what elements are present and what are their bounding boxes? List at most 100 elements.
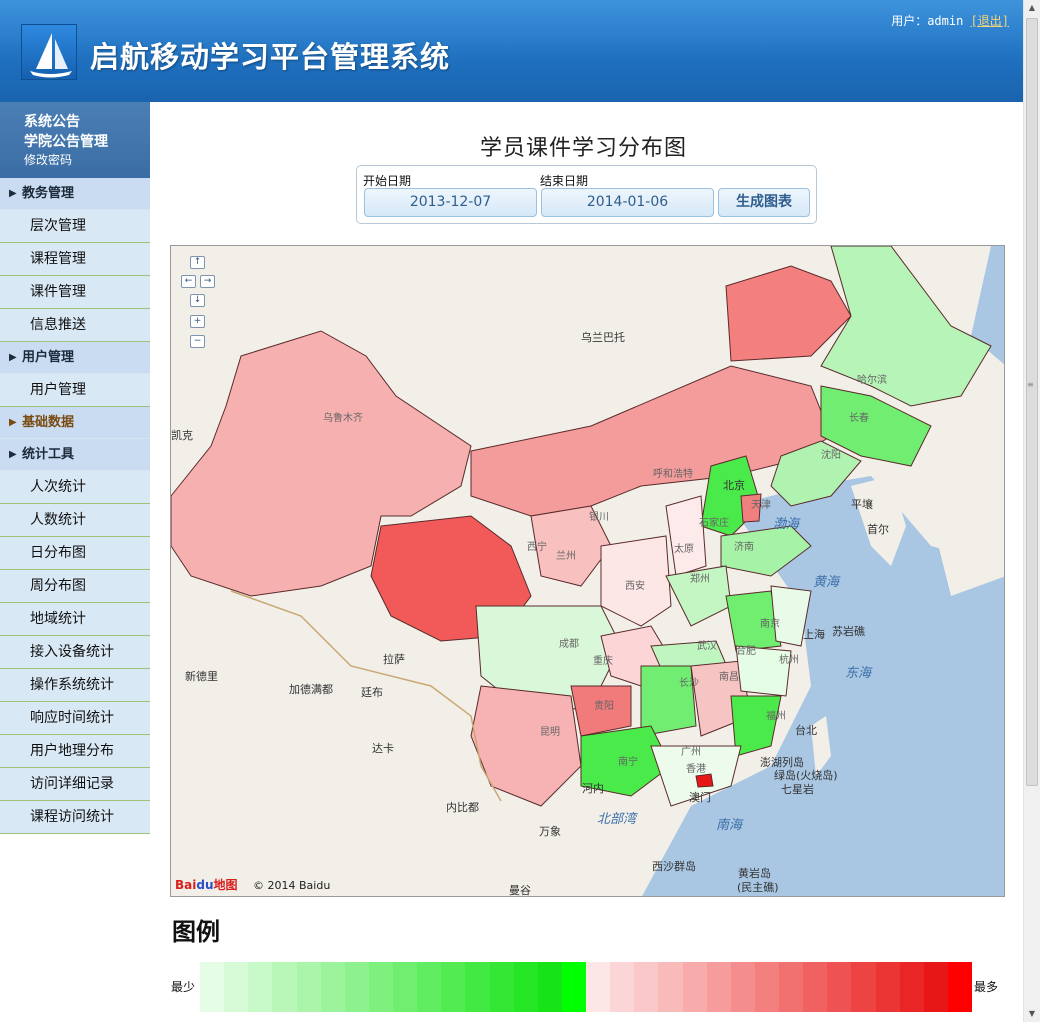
province-shaanxi	[600, 535, 672, 627]
baidu-map-logo: Baidu地图	[175, 878, 238, 892]
sidebar-item-os-stats[interactable]: 操作系统统计	[0, 669, 150, 702]
legend-swatch	[730, 962, 755, 1012]
city-label: 贵阳	[594, 699, 614, 712]
sidebar-item-course-access[interactable]: 课程访问统计	[0, 801, 150, 834]
city-label: 乌兰巴托	[581, 330, 625, 344]
legend-swatch	[513, 962, 538, 1012]
city-label: 廷布	[361, 686, 383, 699]
sidebar-link-change-password[interactable]: 修改密码	[24, 153, 73, 167]
city-label: 新德里	[185, 669, 218, 683]
pan-right-button[interactable]: →	[200, 275, 215, 288]
city-label: 南京	[760, 617, 780, 630]
province-shanxi	[665, 495, 707, 577]
city-label: 银川	[589, 510, 609, 523]
sidebar-item-user-geo[interactable]: 用户地理分布	[0, 735, 150, 768]
generate-chart-button[interactable]: 生成图表	[718, 188, 810, 217]
city-label: 上海	[803, 627, 825, 641]
scroll-down-arrow-icon[interactable]: ▼	[1028, 1009, 1036, 1018]
legend-swatch	[441, 962, 466, 1012]
pan-left-button[interactable]: ←	[181, 275, 196, 288]
korea-land	[851, 476, 906, 566]
sidebar-section-stats[interactable]: ▶ 统计工具	[0, 439, 150, 471]
city-label: 万象	[539, 825, 561, 838]
scroll-up-arrow-icon[interactable]: ▲	[1028, 3, 1036, 12]
sidebar-section-label: 统计工具	[22, 447, 75, 462]
sidebar-item-push[interactable]: 信息推送	[0, 309, 150, 342]
zoom-out-button[interactable]: −	[190, 335, 205, 348]
sidebar-section-academic[interactable]: ▶ 教务管理	[0, 178, 150, 210]
map-canvas: 乌兰巴托 哈尔滨 长春 沈阳 平壤 首尔 乌鲁木齐 呼和浩特 北京 天津 石家庄…	[171, 246, 1004, 896]
sidebar-item-level[interactable]: 层次管理	[0, 210, 150, 243]
scrollbar-thumb[interactable]	[1026, 18, 1038, 786]
city-label: 太原	[674, 542, 694, 555]
sidebar-item-visitors[interactable]: 人数统计	[0, 504, 150, 537]
province-hunan	[640, 665, 697, 737]
province-gansu	[530, 505, 612, 587]
city-label: 台北	[795, 723, 817, 737]
sidebar-item-daily-distribution[interactable]: 日分布图	[0, 537, 150, 570]
sidebar-item-visits[interactable]: 人次统计	[0, 471, 150, 504]
city-label: 黄岩岛	[738, 866, 771, 880]
sidebar-item-region-stats[interactable]: 地域统计	[0, 603, 150, 636]
china-heat-map[interactable]: 乌兰巴托 哈尔滨 长春 沈阳 平壤 首尔 乌鲁木齐 呼和浩特 北京 天津 石家庄…	[170, 245, 1005, 897]
province-xinjiang	[171, 330, 472, 597]
city-label: 呼和浩特	[653, 468, 693, 480]
triangle-right-icon: ▶	[9, 188, 17, 199]
pan-up-button[interactable]: ↑	[190, 256, 205, 269]
triangle-right-icon: ▶	[9, 417, 17, 428]
sidebar-link-announcement[interactable]: 系统公告	[24, 114, 80, 130]
vertical-scrollbar[interactable]: ▲ ≡ ▼	[1023, 0, 1040, 1022]
legend-swatch	[682, 962, 707, 1012]
city-label: 北京	[723, 478, 745, 492]
triangle-right-icon: ▶	[9, 352, 17, 363]
legend-swatch	[489, 962, 514, 1012]
user-label: 用户：admin	[891, 14, 964, 28]
sidebar-section-users[interactable]: ▶ 用户管理	[0, 342, 150, 374]
legend-swatch	[272, 962, 297, 1012]
city-label: 西宁	[527, 540, 547, 553]
logout-link[interactable]: [退出]	[970, 14, 1009, 28]
city-label: 首尔	[867, 522, 889, 536]
sidebar-link-college-notice[interactable]: 学院公告管理	[24, 134, 108, 150]
sidebar-item-device-stats[interactable]: 接入设备统计	[0, 636, 150, 669]
city-label: 济南	[734, 540, 754, 553]
city-label: 沈阳	[821, 448, 841, 461]
city-label: 达卡	[372, 742, 394, 755]
city-label: 香港	[686, 763, 706, 775]
sidebar-top-links: 系统公告 学院公告管理 修改密码	[0, 102, 150, 178]
sea-label: 渤海	[773, 517, 801, 532]
legend-swatch	[296, 962, 321, 1012]
legend-swatch	[465, 962, 490, 1012]
sidebar-item-response-time[interactable]: 响应时间统计	[0, 702, 150, 735]
zoom-in-button[interactable]: +	[190, 315, 205, 328]
sidebar-item-course[interactable]: 课程管理	[0, 243, 150, 276]
city-label: 西沙群岛	[652, 859, 696, 873]
city-label: 福州	[766, 709, 786, 722]
sidebar-item-courseware[interactable]: 课件管理	[0, 276, 150, 309]
legend-swatch	[393, 962, 418, 1012]
triangle-right-icon: ▶	[9, 449, 17, 460]
sea-label: 东海	[845, 666, 873, 681]
pan-down-button[interactable]: ↓	[190, 294, 205, 307]
legend-swatch	[224, 962, 249, 1012]
sidebar-item-access-log[interactable]: 访问详细记录	[0, 768, 150, 801]
legend-swatch	[923, 962, 948, 1012]
end-date-input[interactable]: 2014-01-06	[541, 188, 714, 217]
province-guizhou	[570, 685, 632, 737]
sidebar-section-basic-data[interactable]: ▶ 基础数据	[0, 407, 150, 439]
start-date-input[interactable]: 2013-12-07	[364, 188, 537, 217]
japan-land	[931, 496, 1004, 596]
legend-swatch	[851, 962, 876, 1012]
legend-swatch	[537, 962, 562, 1012]
app-title: 启航移动学习平台管理系统	[90, 40, 451, 74]
city-label: 澳门	[689, 790, 711, 804]
province-inner-mongolia	[470, 365, 832, 517]
date-filter-panel: 开始日期 结束日期 2013-12-07 2014-01-06 生成图表	[356, 165, 817, 224]
map-labels: 乌兰巴托 哈尔滨 长春 沈阳 平壤 首尔 乌鲁木齐 呼和浩特 北京 天津 石家庄…	[171, 330, 889, 896]
sidebar-item-weekly-distribution[interactable]: 周分布图	[0, 570, 150, 603]
province-shandong	[720, 525, 812, 577]
city-label: 苏岩礁	[832, 624, 865, 638]
city-label: 澎湖列岛	[760, 755, 804, 769]
sidebar-item-user-management[interactable]: 用户管理	[0, 374, 150, 407]
